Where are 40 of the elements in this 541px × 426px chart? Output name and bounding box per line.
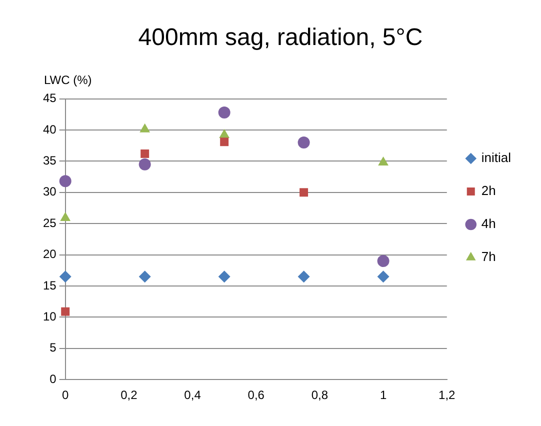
y-tick-label: 45 xyxy=(42,91,57,106)
y-tick-label: 35 xyxy=(42,154,57,168)
legend-label: initial xyxy=(481,150,512,166)
y-tick-label: 5 xyxy=(50,340,57,355)
x-tick-label: 0,4 xyxy=(184,388,202,402)
y-tick-label: 25 xyxy=(42,216,57,230)
point xyxy=(138,270,151,283)
point xyxy=(140,149,150,158)
y-tick-label: 0 xyxy=(50,372,57,386)
legend-label: 4h xyxy=(481,216,496,232)
y-axis-title: LWC (%) xyxy=(44,73,92,88)
point xyxy=(61,307,70,316)
x-tick-label: 0 xyxy=(62,388,70,402)
point xyxy=(377,255,390,268)
x-tick-label: 0,8 xyxy=(311,388,328,402)
legend-label: 2h xyxy=(481,183,496,198)
legend-label: 7h xyxy=(481,249,496,264)
point xyxy=(219,128,230,138)
point xyxy=(218,270,230,283)
point xyxy=(298,136,310,148)
point xyxy=(218,106,230,119)
y-tick-label: 15 xyxy=(42,278,57,292)
y-tick-label: 30 xyxy=(42,184,57,199)
x-tick-label: 0,6 xyxy=(248,388,265,402)
point xyxy=(140,123,150,132)
x-tick-label: 1 xyxy=(380,388,387,402)
point xyxy=(298,270,310,283)
y-tick-label: 20 xyxy=(42,247,57,262)
y-tick-label: 10 xyxy=(42,310,57,324)
point xyxy=(59,175,72,188)
x-tick-label: 1,2 xyxy=(438,388,456,402)
point xyxy=(220,138,229,146)
point xyxy=(59,270,72,283)
y-tick-label: 40 xyxy=(42,122,57,136)
x-tick-label: 0,2 xyxy=(120,388,138,402)
point xyxy=(378,156,388,166)
point xyxy=(300,188,308,197)
point xyxy=(138,158,151,170)
point xyxy=(377,270,390,283)
chart-title: 400mm sag, radiation, 5°C xyxy=(138,24,423,52)
